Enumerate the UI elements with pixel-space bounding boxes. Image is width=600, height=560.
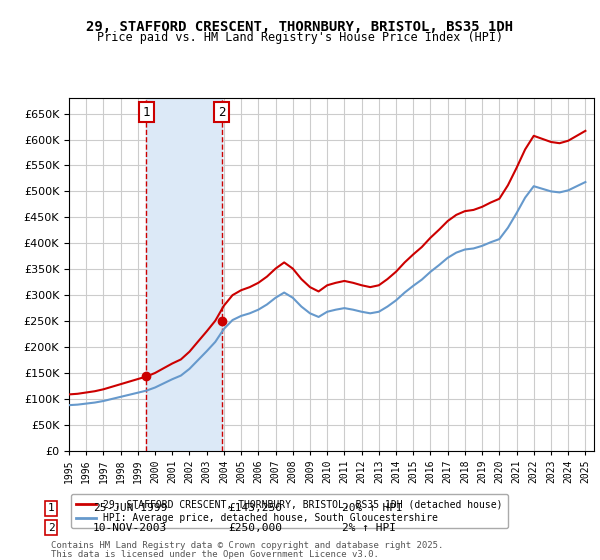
Text: 25-JUN-1999: 25-JUN-1999 — [93, 503, 167, 514]
Text: 29, STAFFORD CRESCENT, THORNBURY, BRISTOL, BS35 1DH: 29, STAFFORD CRESCENT, THORNBURY, BRISTO… — [86, 20, 514, 34]
Bar — [146, 98, 221, 451]
Text: Contains HM Land Registry data © Crown copyright and database right 2025.: Contains HM Land Registry data © Crown c… — [51, 542, 443, 550]
Text: 2: 2 — [218, 106, 225, 119]
Text: 1: 1 — [47, 503, 55, 514]
Text: £250,000: £250,000 — [228, 522, 282, 533]
Text: 10-NOV-2003: 10-NOV-2003 — [93, 522, 167, 533]
Text: 20% ↑ HPI: 20% ↑ HPI — [342, 503, 403, 514]
Text: Price paid vs. HM Land Registry's House Price Index (HPI): Price paid vs. HM Land Registry's House … — [97, 31, 503, 44]
Text: 2% ↑ HPI: 2% ↑ HPI — [342, 522, 396, 533]
Legend: 29, STAFFORD CRESCENT, THORNBURY, BRISTOL, BS35 1DH (detached house), HPI: Avera: 29, STAFFORD CRESCENT, THORNBURY, BRISTO… — [71, 494, 508, 528]
Text: £143,250: £143,250 — [228, 503, 282, 514]
Text: This data is licensed under the Open Government Licence v3.0.: This data is licensed under the Open Gov… — [51, 550, 379, 559]
Text: 2: 2 — [47, 522, 55, 533]
Text: 1: 1 — [142, 106, 150, 119]
